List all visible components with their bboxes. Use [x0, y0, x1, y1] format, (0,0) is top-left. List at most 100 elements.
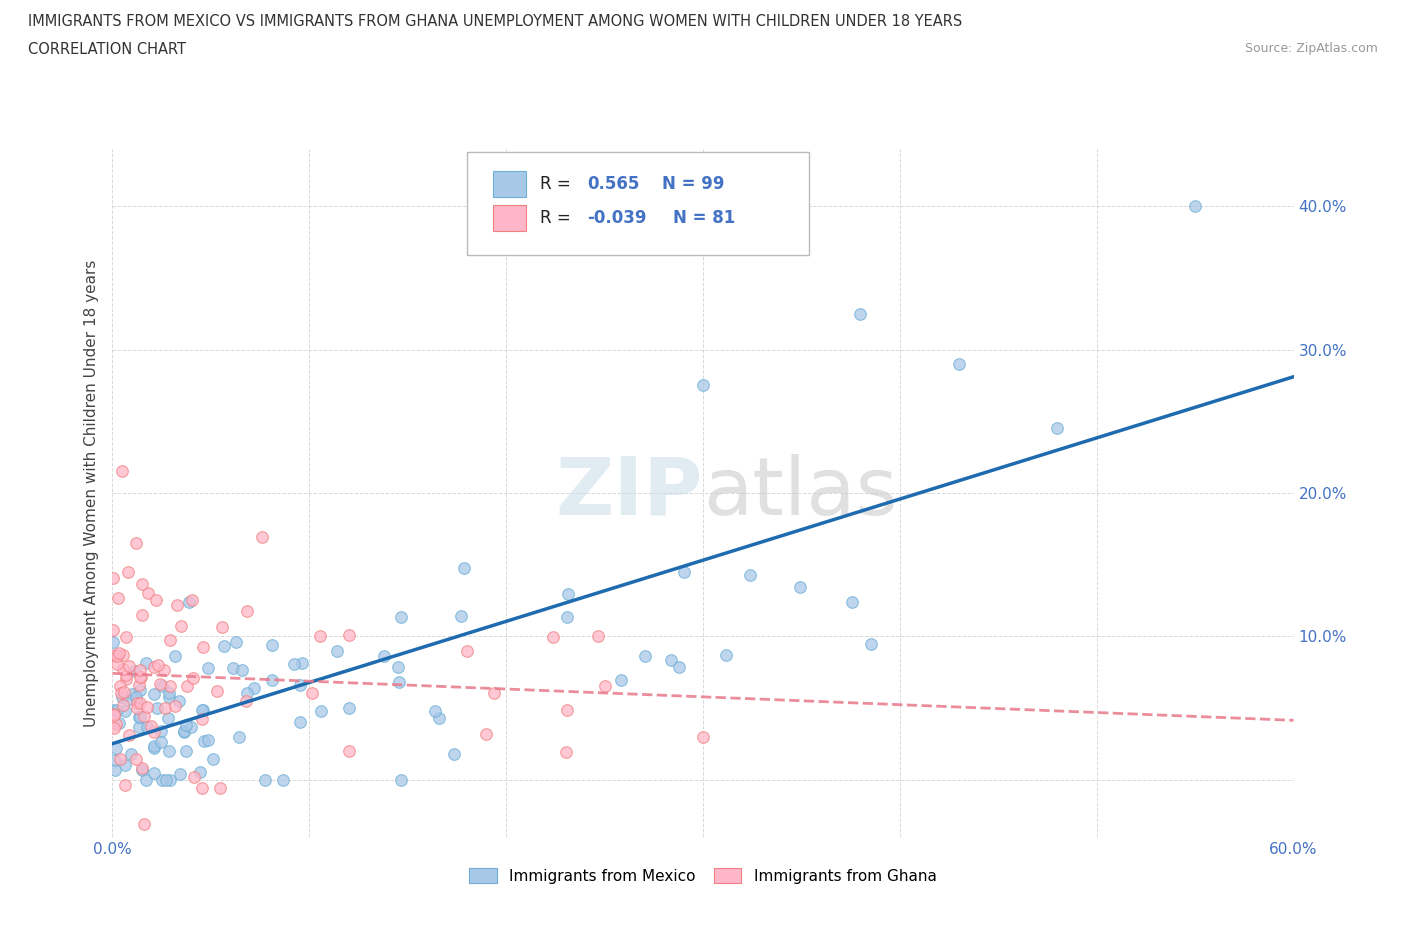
- Point: [131, 577, 153, 591]
- Point: [159, 679, 181, 694]
- Point: [205, 684, 228, 698]
- Point: [231, 663, 253, 678]
- Point: [143, 659, 166, 674]
- Point: [128, 709, 150, 724]
- Point: [208, 780, 231, 795]
- Point: [112, 647, 135, 662]
- Point: [111, 690, 134, 705]
- Point: [173, 724, 195, 738]
- Point: [108, 716, 131, 731]
- Point: [450, 609, 472, 624]
- Point: [202, 751, 225, 766]
- Point: [290, 714, 312, 729]
- Point: [337, 628, 360, 643]
- Point: [145, 593, 167, 608]
- Point: [197, 732, 219, 747]
- Point: [105, 657, 128, 671]
- Point: [167, 694, 190, 709]
- Point: [555, 702, 578, 717]
- Point: [128, 710, 150, 724]
- Point: [134, 817, 156, 831]
- Point: [157, 689, 180, 704]
- Point: [103, 707, 125, 722]
- Point: [125, 752, 148, 767]
- Point: [692, 729, 714, 744]
- Point: [948, 356, 970, 371]
- Text: -0.039: -0.039: [588, 209, 647, 227]
- Point: [108, 645, 131, 660]
- Point: [188, 765, 211, 780]
- Point: [125, 689, 148, 704]
- Point: [128, 683, 150, 698]
- Point: [121, 686, 143, 701]
- Point: [183, 769, 205, 784]
- Point: [117, 727, 139, 742]
- Point: [288, 677, 311, 692]
- Point: [135, 772, 157, 787]
- Point: [443, 747, 465, 762]
- Point: [159, 632, 181, 647]
- Point: [142, 686, 165, 701]
- Point: [169, 767, 191, 782]
- Y-axis label: Unemployment Among Women with Children Under 18 years: Unemployment Among Women with Children U…: [84, 259, 100, 726]
- Point: [235, 694, 257, 709]
- Point: [191, 703, 214, 718]
- Point: [131, 607, 153, 622]
- Point: [105, 649, 128, 664]
- Point: [108, 751, 131, 766]
- Point: [716, 647, 738, 662]
- Point: [849, 306, 872, 321]
- Point: [163, 648, 186, 663]
- Point: [163, 698, 186, 713]
- Point: [1184, 199, 1206, 214]
- Point: [111, 698, 134, 712]
- Point: [128, 720, 150, 735]
- Point: [166, 598, 188, 613]
- Point: [129, 670, 152, 684]
- Point: [225, 634, 247, 649]
- Point: [456, 644, 478, 658]
- Point: [127, 701, 149, 716]
- Point: [180, 592, 202, 607]
- Point: [128, 678, 150, 693]
- Point: [135, 656, 157, 671]
- Point: [236, 604, 259, 618]
- Point: [738, 567, 761, 582]
- Point: [291, 656, 314, 671]
- Point: [262, 672, 284, 687]
- Point: [157, 685, 180, 700]
- Point: [659, 653, 682, 668]
- Point: [128, 663, 150, 678]
- FancyBboxPatch shape: [492, 206, 526, 232]
- Point: [283, 657, 305, 671]
- Point: [252, 530, 274, 545]
- Point: [427, 711, 450, 725]
- Point: [593, 679, 616, 694]
- Point: [114, 684, 136, 699]
- Point: [136, 586, 159, 601]
- Point: [105, 741, 128, 756]
- Text: 0.565: 0.565: [588, 175, 640, 193]
- Point: [104, 752, 127, 767]
- Point: [135, 700, 157, 715]
- Point: [101, 570, 124, 585]
- Point: [101, 622, 124, 637]
- FancyBboxPatch shape: [492, 171, 526, 197]
- Point: [221, 661, 243, 676]
- Point: [789, 579, 811, 594]
- Point: [143, 724, 166, 739]
- Point: [104, 763, 127, 777]
- Point: [124, 663, 146, 678]
- Text: IMMIGRANTS FROM MEXICO VS IMMIGRANTS FROM GHANA UNEMPLOYMENT AMONG WOMEN WITH CH: IMMIGRANTS FROM MEXICO VS IMMIGRANTS FRO…: [28, 14, 962, 29]
- Point: [150, 724, 173, 738]
- Point: [211, 620, 233, 635]
- Point: [132, 709, 155, 724]
- Point: [118, 658, 141, 673]
- Point: [387, 659, 409, 674]
- Point: [555, 609, 578, 624]
- Point: [254, 772, 277, 787]
- Point: [114, 672, 136, 687]
- Point: [111, 464, 134, 479]
- Point: [243, 681, 266, 696]
- Text: N = 99: N = 99: [662, 175, 724, 193]
